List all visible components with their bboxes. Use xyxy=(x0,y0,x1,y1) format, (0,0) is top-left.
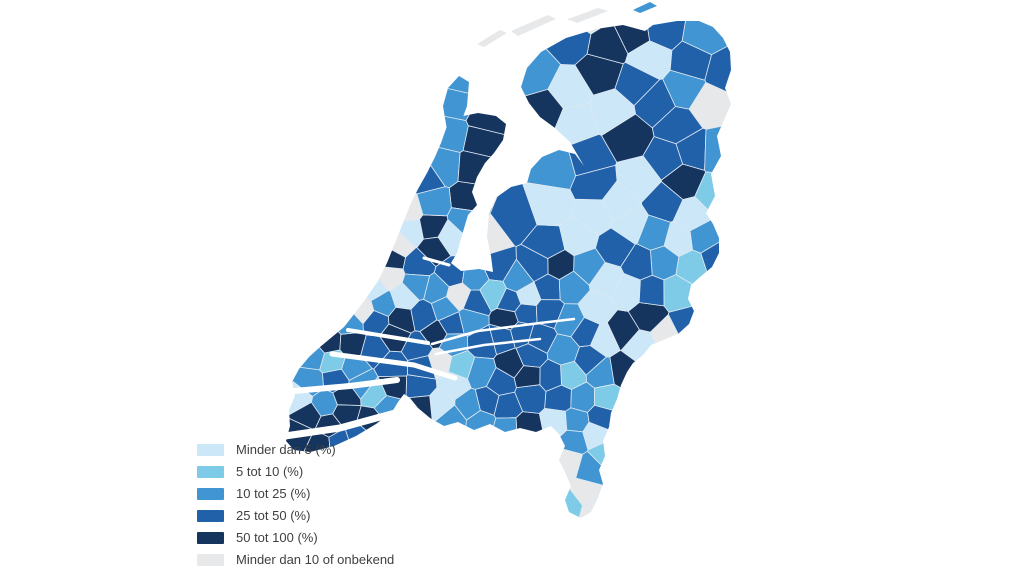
legend-label: 5 tot 10 (%) xyxy=(236,464,304,479)
municipality-region[interactable] xyxy=(474,386,500,416)
municipality-region[interactable] xyxy=(620,243,653,281)
municipality-region[interactable] xyxy=(448,350,476,380)
municipality-region[interactable] xyxy=(539,358,562,392)
municipality-region[interactable] xyxy=(521,181,576,227)
municipality-region[interactable] xyxy=(389,282,420,310)
legend-swatch xyxy=(197,554,224,566)
municipality-region[interactable] xyxy=(280,70,446,195)
river xyxy=(281,409,399,440)
municipality-region[interactable] xyxy=(515,281,542,306)
legend-item: Minder dan 10 of onbekend xyxy=(197,549,394,571)
municipality-region[interactable] xyxy=(473,482,583,524)
municipality-region[interactable] xyxy=(513,365,541,388)
municipality-region[interactable] xyxy=(280,214,389,302)
legend-item: 5 tot 10 (%) xyxy=(197,461,394,483)
municipality-region[interactable] xyxy=(280,121,424,224)
river xyxy=(422,256,451,267)
legend-label: Minder dan 10 of onbekend xyxy=(236,552,395,567)
municipality-region[interactable] xyxy=(496,287,522,313)
legend-swatch xyxy=(197,444,224,456)
municipality-region[interactable] xyxy=(514,138,577,190)
map-legend: Minder dan 5 (%) 5 tot 10 (%) 10 tot 25 (%… xyxy=(197,439,394,571)
municipality-region[interactable] xyxy=(502,0,560,50)
legend-swatch xyxy=(197,510,224,522)
legend-item: 10 tot 25 (%) xyxy=(197,483,394,505)
municipality-region[interactable] xyxy=(577,487,741,525)
river xyxy=(430,317,576,346)
municipality-region[interactable] xyxy=(455,410,497,524)
municipality-region[interactable] xyxy=(388,307,416,334)
legend-item: 50 tot 100 (%) xyxy=(197,527,394,549)
municipality-region[interactable] xyxy=(595,227,636,268)
municipality-region[interactable] xyxy=(412,404,467,524)
municipality-region[interactable] xyxy=(463,417,520,524)
municipality-region[interactable] xyxy=(704,122,741,176)
municipality-region[interactable] xyxy=(549,429,589,455)
municipality-region[interactable] xyxy=(446,282,471,312)
municipality-region[interactable] xyxy=(457,150,516,188)
municipality-region[interactable] xyxy=(280,0,500,97)
legend-label: 25 tot 50 (%) xyxy=(236,508,311,523)
river xyxy=(291,377,400,394)
legend-swatch xyxy=(197,466,224,478)
legend-label: 50 tot 100 (%) xyxy=(236,530,318,545)
municipality-region[interactable] xyxy=(280,302,325,371)
river xyxy=(434,337,542,356)
municipality-region[interactable] xyxy=(385,0,519,72)
municipality-region[interactable] xyxy=(280,49,481,121)
municipality-region[interactable] xyxy=(636,214,671,251)
municipality-region[interactable] xyxy=(401,273,430,301)
municipality-region[interactable] xyxy=(609,350,710,434)
municipality-region[interactable] xyxy=(650,314,736,448)
legend-label: Minder dan 5 (%) xyxy=(236,442,336,457)
municipality-region[interactable] xyxy=(404,395,433,472)
municipality-region[interactable] xyxy=(515,244,549,283)
municipality-region[interactable] xyxy=(280,247,364,335)
municipality-region[interactable] xyxy=(570,317,601,348)
waterways-layer xyxy=(281,256,576,440)
municipality-region[interactable] xyxy=(613,0,675,24)
municipality-region[interactable] xyxy=(280,268,342,354)
legend-item: Minder dan 5 (%) xyxy=(197,439,394,461)
municipality-region[interactable] xyxy=(280,189,406,270)
legend-label: 10 tot 25 (%) xyxy=(236,486,311,501)
municipality-region[interactable] xyxy=(638,274,665,307)
municipality-region[interactable] xyxy=(667,299,741,451)
legend-swatch xyxy=(197,488,224,500)
municipality-region[interactable] xyxy=(286,191,417,258)
river xyxy=(329,351,458,381)
municipality-region[interactable] xyxy=(614,61,661,107)
municipality-region[interactable] xyxy=(662,69,707,110)
municipality-region[interactable] xyxy=(594,383,697,431)
legend-item: 25 tot 50 (%) xyxy=(197,505,394,527)
municipality-region[interactable] xyxy=(558,270,591,305)
legend-swatch xyxy=(197,532,224,544)
municipality-region[interactable] xyxy=(587,429,741,513)
river xyxy=(346,328,430,345)
municipality-region[interactable] xyxy=(315,273,375,324)
